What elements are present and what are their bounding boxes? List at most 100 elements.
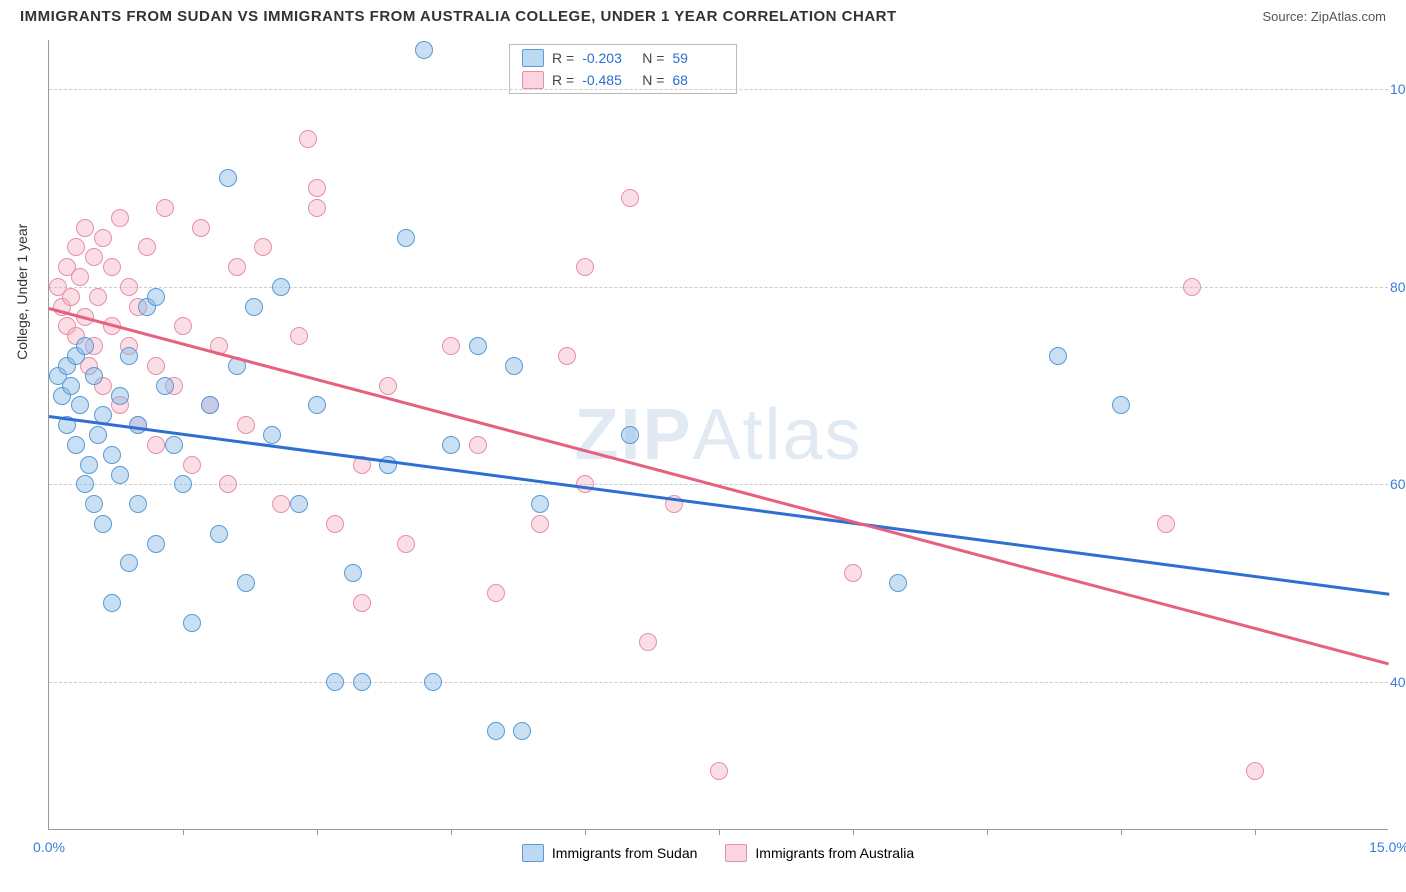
ytick-label: 80.0% [1390, 279, 1406, 295]
data-point [156, 199, 174, 217]
data-point [156, 377, 174, 395]
xtick [1121, 829, 1122, 835]
legend-row-sudan: R = -0.203 N = 59 [510, 47, 736, 69]
data-point [576, 258, 594, 276]
data-point [183, 456, 201, 474]
data-point [1112, 396, 1130, 414]
data-point [67, 436, 85, 454]
data-point [219, 169, 237, 187]
ytick-label: 60.0% [1390, 476, 1406, 492]
gridline [49, 682, 1388, 683]
data-point [76, 475, 94, 493]
data-point [379, 377, 397, 395]
data-point [710, 762, 728, 780]
gridline [49, 89, 1388, 90]
data-point [326, 673, 344, 691]
data-point [183, 614, 201, 632]
data-point [442, 337, 460, 355]
ytick-label: 40.0% [1390, 674, 1406, 690]
trend-line-blue [49, 415, 1389, 595]
data-point [94, 229, 112, 247]
chart-container: ZIPAtlas R = -0.203 N = 59 R = -0.485 N … [48, 40, 1388, 830]
plot-area: ZIPAtlas R = -0.203 N = 59 R = -0.485 N … [48, 40, 1388, 830]
data-point [147, 288, 165, 306]
data-point [639, 633, 657, 651]
data-point [272, 495, 290, 513]
data-point [174, 317, 192, 335]
n-value-sudan: 59 [672, 50, 724, 66]
data-point [558, 347, 576, 365]
data-point [1246, 762, 1264, 780]
data-point [254, 238, 272, 256]
data-point [415, 41, 433, 59]
n-label: N = [642, 50, 664, 66]
xtick [853, 829, 854, 835]
watermark: ZIPAtlas [574, 394, 862, 476]
xtick [585, 829, 586, 835]
r-label: R = [552, 72, 574, 88]
legend-row-australia: R = -0.485 N = 68 [510, 69, 736, 91]
data-point [844, 564, 862, 582]
data-point [192, 219, 210, 237]
data-point [353, 673, 371, 691]
data-point [129, 495, 147, 513]
data-point [120, 347, 138, 365]
data-point [219, 475, 237, 493]
data-point [120, 278, 138, 296]
data-point [1183, 278, 1201, 296]
data-point [76, 337, 94, 355]
r-value-sudan: -0.203 [582, 50, 634, 66]
data-point [67, 238, 85, 256]
data-point [308, 396, 326, 414]
data-point [76, 219, 94, 237]
data-point [469, 436, 487, 454]
data-point [621, 426, 639, 444]
data-point [1157, 515, 1175, 533]
y-axis-label: College, Under 1 year [14, 224, 30, 360]
data-point [165, 436, 183, 454]
chart-source: Source: ZipAtlas.com [1262, 9, 1386, 24]
data-point [487, 584, 505, 602]
data-point [531, 515, 549, 533]
series-legend: Immigrants from Sudan Immigrants from Au… [48, 844, 1388, 862]
data-point [308, 199, 326, 217]
data-point [89, 426, 107, 444]
data-point [103, 446, 121, 464]
data-point [103, 258, 121, 276]
data-point [237, 574, 255, 592]
data-point [290, 327, 308, 345]
trend-line-pink [49, 307, 1390, 665]
data-point [210, 525, 228, 543]
data-point [397, 535, 415, 553]
data-point [85, 248, 103, 266]
data-point [505, 357, 523, 375]
chart-title: IMMIGRANTS FROM SUDAN VS IMMIGRANTS FROM… [20, 8, 897, 25]
data-point [424, 673, 442, 691]
legend-label-sudan: Immigrants from Sudan [552, 845, 698, 861]
data-point [889, 574, 907, 592]
xtick [719, 829, 720, 835]
correlation-legend: R = -0.203 N = 59 R = -0.485 N = 68 [509, 44, 737, 94]
data-point [487, 722, 505, 740]
data-point [147, 436, 165, 454]
data-point [80, 456, 98, 474]
xtick [317, 829, 318, 835]
data-point [94, 515, 112, 533]
data-point [263, 426, 281, 444]
data-point [397, 229, 415, 247]
data-point [299, 130, 317, 148]
data-point [308, 179, 326, 197]
data-point [89, 288, 107, 306]
data-point [442, 436, 460, 454]
data-point [344, 564, 362, 582]
data-point [71, 396, 89, 414]
data-point [103, 594, 121, 612]
data-point [201, 396, 219, 414]
data-point [111, 387, 129, 405]
data-point [85, 495, 103, 513]
data-point [237, 416, 255, 434]
data-point [62, 377, 80, 395]
swatch-sudan-icon [522, 844, 544, 862]
data-point [71, 268, 89, 286]
data-point [120, 554, 138, 572]
